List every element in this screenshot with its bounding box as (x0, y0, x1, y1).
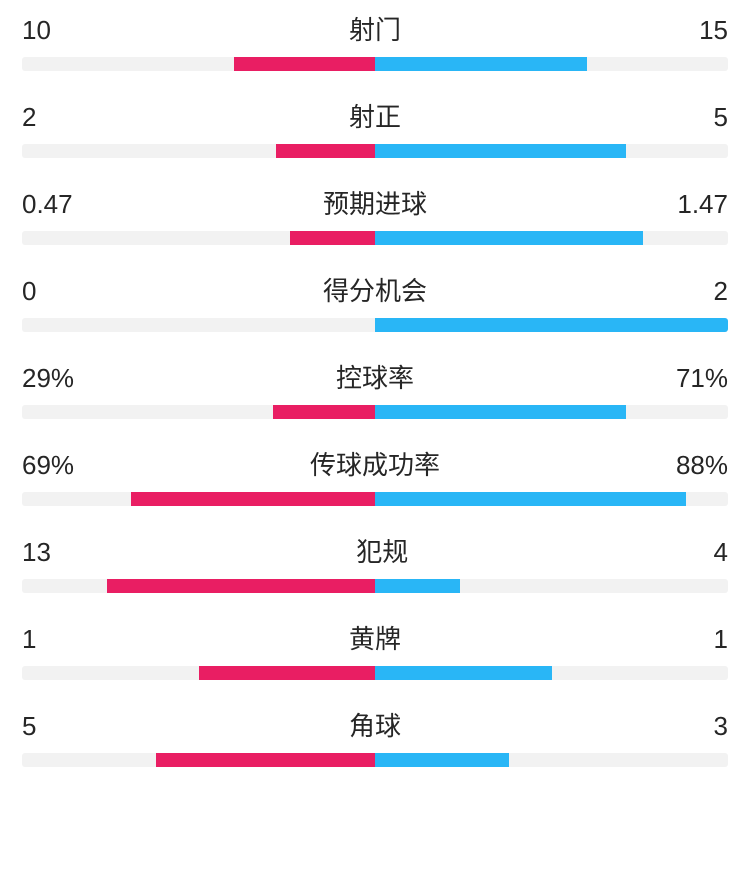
stat-bar-left-fill (234, 57, 375, 71)
stat-row: 69% 传球成功率 88% (0, 435, 750, 506)
stat-label: 射正 (349, 97, 401, 134)
stat-value-left: 10 (22, 15, 51, 46)
stat-bar-right-fill (375, 753, 509, 767)
stat-bar (22, 579, 728, 593)
stat-value-right: 15 (699, 15, 728, 46)
stat-value-right: 4 (714, 537, 728, 568)
stat-bar-left-track (22, 492, 375, 506)
stat-bar-right-track (375, 144, 728, 158)
stat-bar-left-track (22, 753, 375, 767)
stat-bar-left-track (22, 318, 375, 332)
stat-header: 0.47 预期进球 1.47 (22, 184, 728, 221)
stat-bar-right-fill (375, 318, 728, 332)
stat-bar-left-fill (199, 666, 376, 680)
stat-bar-right-track (375, 753, 728, 767)
stat-bar (22, 57, 728, 71)
stat-value-right: 71% (676, 363, 728, 394)
stat-value-right: 1 (714, 624, 728, 655)
stat-bar-right-fill (375, 144, 626, 158)
stat-header: 10 射门 15 (22, 10, 728, 47)
stat-value-left: 0.47 (22, 189, 73, 220)
stat-bar-right-track (375, 318, 728, 332)
stat-bar-right-fill (375, 492, 686, 506)
stat-bar-right-track (375, 405, 728, 419)
stat-label: 犯规 (356, 532, 408, 569)
stat-value-right: 3 (714, 711, 728, 742)
stat-header: 29% 控球率 71% (22, 358, 728, 395)
stat-bar-right-fill (375, 57, 587, 71)
stat-label: 预期进球 (323, 184, 427, 221)
stat-bar (22, 492, 728, 506)
stat-bar-left-track (22, 579, 375, 593)
stat-value-left: 13 (22, 537, 51, 568)
stat-bar (22, 231, 728, 245)
stat-bar (22, 405, 728, 419)
stat-bar-left-fill (131, 492, 375, 506)
stat-value-right: 5 (714, 102, 728, 133)
stat-value-left: 0 (22, 276, 36, 307)
stat-bar-right-fill (375, 231, 643, 245)
stat-row: 1 黄牌 1 (0, 609, 750, 680)
stat-value-left: 29% (22, 363, 74, 394)
stat-bar-right-track (375, 231, 728, 245)
stat-value-left: 5 (22, 711, 36, 742)
stat-value-right: 88% (676, 450, 728, 481)
stat-label: 黄牌 (349, 619, 401, 656)
stat-value-left: 2 (22, 102, 36, 133)
stat-bar-left-fill (290, 231, 375, 245)
stat-bar (22, 144, 728, 158)
stat-bar-right-track (375, 57, 728, 71)
stat-row: 5 角球 3 (0, 696, 750, 767)
stat-bar-left-track (22, 405, 375, 419)
stat-bar-left-track (22, 144, 375, 158)
stat-bar-right-fill (375, 666, 552, 680)
stat-bar-left-track (22, 57, 375, 71)
stat-bar (22, 318, 728, 332)
stat-label: 得分机会 (323, 271, 427, 308)
stat-bar-right-fill (375, 405, 626, 419)
stat-bar-right-fill (375, 579, 460, 593)
stat-bar-right-track (375, 666, 728, 680)
match-stats-panel: 10射门152射正50.47预期进球1.470得分机会229%控球率71%69%… (0, 0, 750, 767)
stat-row: 29% 控球率 71% (0, 348, 750, 419)
stat-value-left: 69% (22, 450, 74, 481)
stat-bar (22, 753, 728, 767)
stat-row: 13 犯规 4 (0, 522, 750, 593)
stat-row: 2 射正 5 (0, 87, 750, 158)
stat-bar-left-track (22, 666, 375, 680)
stat-bar-right-track (375, 579, 728, 593)
stat-bar-left-track (22, 231, 375, 245)
stat-bar-left-fill (156, 753, 375, 767)
stat-header: 2 射正 5 (22, 97, 728, 134)
stat-bar-left-fill (107, 579, 375, 593)
stat-header: 0 得分机会 2 (22, 271, 728, 308)
stat-row: 0.47 预期进球 1.47 (0, 174, 750, 245)
stat-value-right: 2 (714, 276, 728, 307)
stat-label: 传球成功率 (310, 445, 440, 482)
stat-bar-left-fill (276, 144, 375, 158)
stat-row: 0 得分机会 2 (0, 261, 750, 332)
stat-row: 10 射门 15 (0, 0, 750, 71)
stat-value-left: 1 (22, 624, 36, 655)
stat-value-right: 1.47 (677, 189, 728, 220)
stat-bar-left-fill (273, 405, 375, 419)
stat-bar (22, 666, 728, 680)
stat-label: 角球 (349, 706, 401, 743)
stat-label: 控球率 (336, 358, 414, 395)
stat-header: 5 角球 3 (22, 706, 728, 743)
stat-label: 射门 (349, 10, 401, 47)
stat-header: 13 犯规 4 (22, 532, 728, 569)
stat-bar-right-track (375, 492, 728, 506)
stat-header: 69% 传球成功率 88% (22, 445, 728, 482)
stat-header: 1 黄牌 1 (22, 619, 728, 656)
